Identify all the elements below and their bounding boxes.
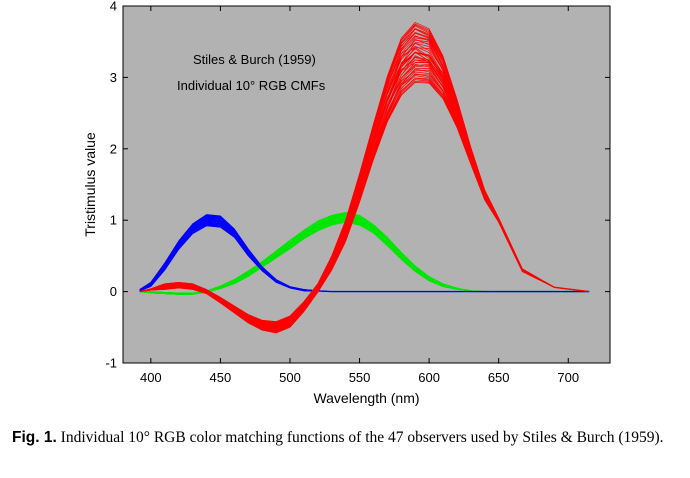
plot-area: [122, 5, 611, 364]
caption-text: Individual 10° RGB color matching functi…: [60, 429, 664, 446]
caption-label: Fig. 1.: [12, 429, 57, 446]
figure-caption: Fig. 1. Individual 10° RGB color matchin…: [12, 428, 688, 447]
series-blue: [139, 214, 590, 293]
series-red: [139, 22, 590, 334]
y-axis-label: Tristimulus value: [82, 132, 98, 237]
curves: [139, 22, 590, 334]
observer-curve: [139, 22, 590, 322]
x-tick-label: 400: [140, 370, 162, 385]
y-tick-label: 4: [110, 0, 117, 14]
x-tick-label: 650: [488, 370, 510, 385]
y-tick-label: 1: [110, 213, 117, 228]
x-tick-label: 600: [418, 370, 440, 385]
x-tick-label: 450: [210, 370, 232, 385]
x-tick-label: 700: [557, 370, 579, 385]
chart: 400 450 500 550 600 650 700 -1 0 1 2 3 4 Stiles & B…: [82, 0, 611, 406]
series-mean-line: [139, 219, 590, 293]
annotation-line-2: Individual 10° RGB CMFs: [177, 78, 326, 93]
y-tick-label: -1: [105, 356, 117, 371]
x-tick-label: 550: [349, 370, 371, 385]
x-axis-label: Wavelength (nm): [313, 390, 419, 406]
y-tick-label: 2: [110, 141, 117, 156]
annotation-line-1: Stiles & Burch (1959): [193, 52, 316, 67]
x-tick-label: 500: [279, 370, 301, 385]
y-axis: -1 0 1 2 3 4: [105, 0, 610, 371]
x-axis: 400 450 500 550 600 650 700: [140, 6, 579, 385]
series-mean-line: [139, 51, 590, 329]
plot-frame: [122, 5, 611, 364]
y-tick-label: 0: [110, 284, 117, 299]
y-tick-label: 3: [110, 70, 117, 85]
